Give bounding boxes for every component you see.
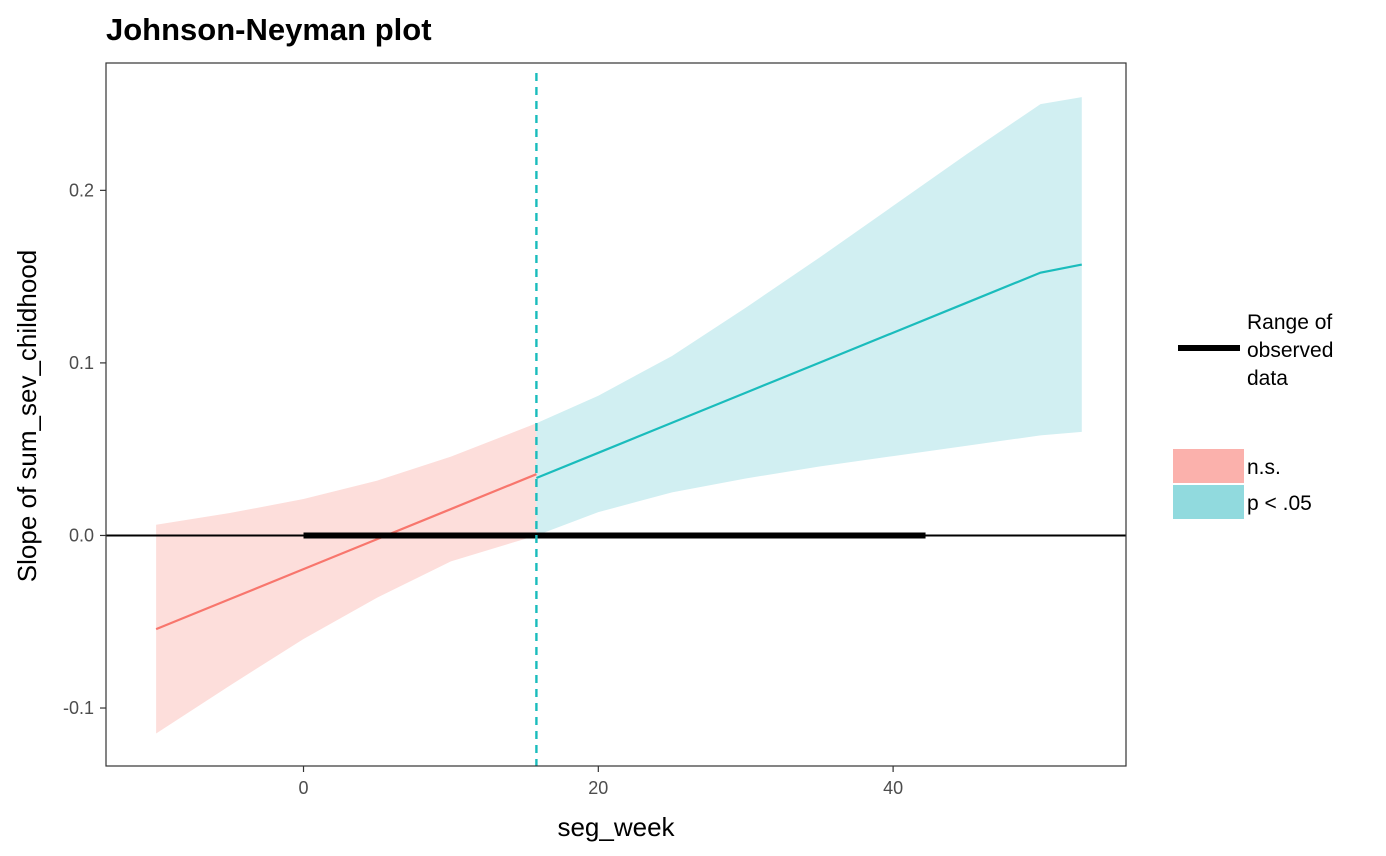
- plot-panel-border: [105, 62, 1127, 767]
- x-tick-label: 20: [588, 778, 608, 798]
- legend-swatch: [1173, 485, 1244, 519]
- chart-title: Johnson-Neyman plot: [106, 12, 432, 47]
- legend-range-label: Range of: [1247, 311, 1332, 334]
- series-1-confidence-band: [156, 423, 537, 734]
- legend-range-label: data: [1247, 367, 1288, 390]
- series-2-confidence-band: [536, 97, 1082, 536]
- y-tick-label: 0.1: [69, 353, 94, 373]
- legend: Range of observed data n.s. p < .05: [1173, 311, 1333, 519]
- legend-range-label: observed: [1247, 339, 1333, 362]
- legend-item-label: n.s.: [1247, 456, 1281, 479]
- y-axis-label: Slope of sum_sev_childhood: [12, 250, 42, 582]
- x-tick-label: 40: [883, 778, 903, 798]
- y-axis: -0.1 0.0 0.1 0.2: [63, 180, 106, 718]
- series-1-slope-line: [155, 473, 537, 631]
- reference-lines: [106, 73, 1126, 766]
- y-tick-label: 0.0: [69, 525, 94, 545]
- x-tick-label: 0: [299, 778, 309, 798]
- y-tick-label: -0.1: [63, 698, 94, 718]
- legend-item-label: p < .05: [1247, 492, 1312, 515]
- x-axis-label: seg_week: [557, 812, 675, 842]
- series-2-slope-line: [535, 263, 1082, 480]
- series-lines: [155, 263, 1082, 631]
- x-axis: 0 20 40: [299, 766, 903, 798]
- y-tick-label: 0.2: [69, 180, 94, 200]
- legend-swatch: [1173, 449, 1244, 483]
- confidence-bands: [156, 97, 1082, 734]
